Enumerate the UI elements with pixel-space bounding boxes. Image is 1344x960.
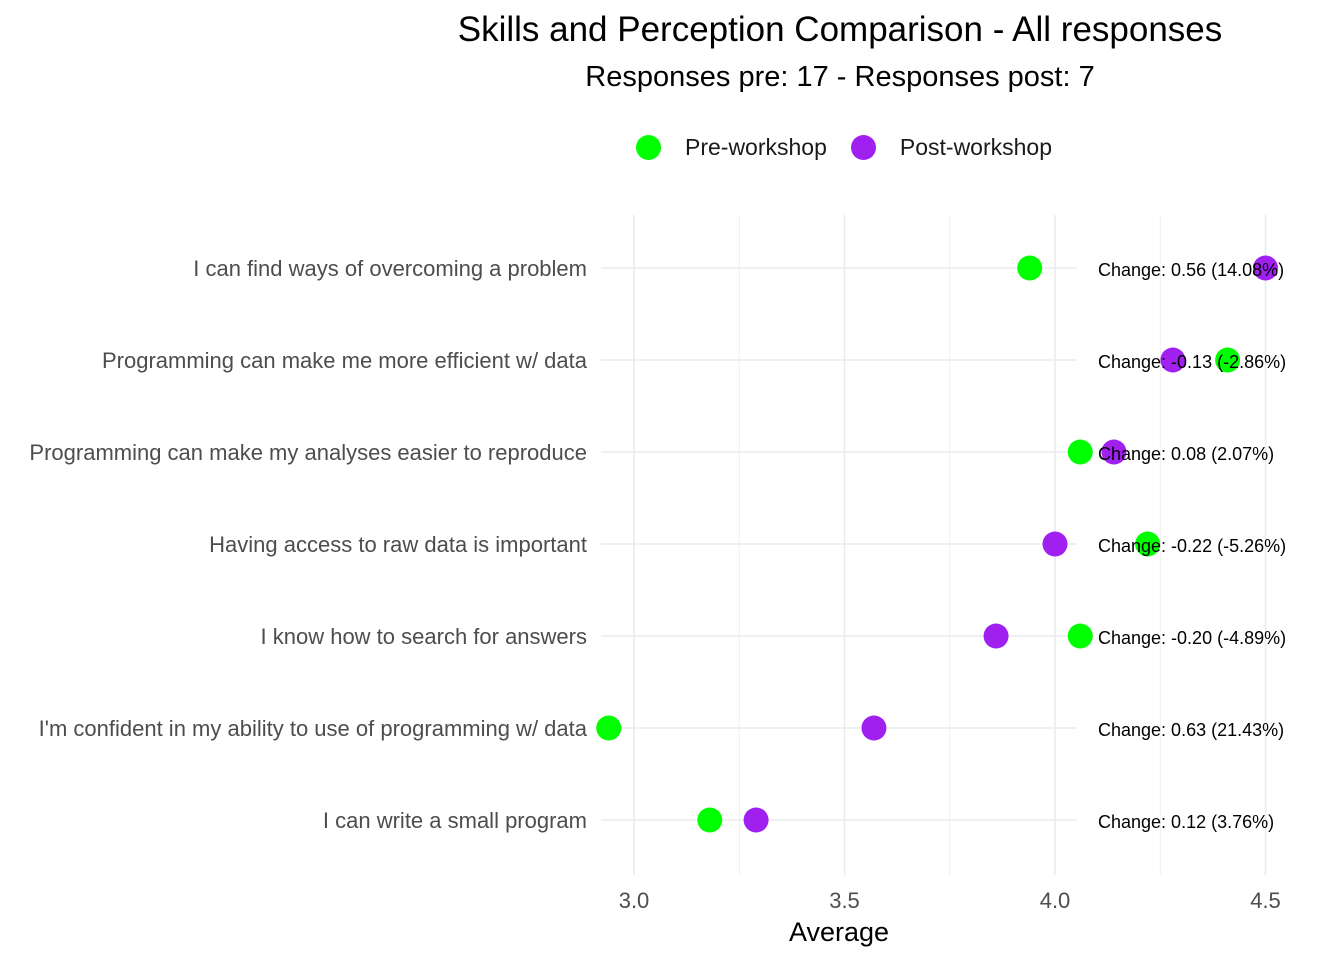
x-tick-label: 3.5 — [829, 888, 860, 913]
pre-workshop-point — [1215, 347, 1241, 373]
legend-swatch-post — [850, 134, 876, 160]
pre-workshop-point — [1067, 439, 1093, 465]
pre-workshop-point — [1017, 255, 1043, 281]
post-workshop-point — [983, 623, 1009, 649]
legend: Pre-workshop Post-workshop — [636, 132, 1076, 162]
change-annotation: Change: -0.22 (-5.26%) — [1098, 536, 1286, 556]
pre-workshop-point — [1135, 531, 1161, 557]
x-tick-label: 4.0 — [1040, 888, 1071, 913]
chart-title: Skills and Perception Comparison - All r… — [457, 10, 1223, 49]
change-annotation: Change: 0.56 (14.08%) — [1098, 260, 1284, 280]
y-category-label: I know how to search for answers — [261, 624, 587, 649]
change-annotation: Change: -0.13 (-2.86%) — [1098, 352, 1286, 372]
legend-swatch-pre — [636, 134, 661, 160]
post-workshop-point — [1160, 347, 1186, 373]
change-annotation: Change: 0.12 (3.76%) — [1098, 812, 1274, 832]
change-annotation: Change: -0.20 (-4.89%) — [1098, 628, 1286, 648]
legend-label-post: Post-workshop — [899, 133, 1053, 160]
y-category-label: Programming can make me more efficient w… — [102, 348, 588, 373]
pre-workshop-point — [697, 807, 723, 833]
y-category-label: I'm confident in my ability to use of pr… — [39, 716, 588, 741]
post-workshop-point — [1101, 439, 1127, 465]
change-annotation: Change: 0.63 (21.43%) — [1098, 720, 1284, 740]
y-category-label: Having access to raw data is important — [209, 532, 587, 557]
x-axis-title: Average — [789, 917, 889, 947]
legend-item-post: Post-workshop — [850, 133, 1053, 161]
post-workshop-point — [1253, 255, 1278, 281]
post-workshop-point — [1042, 531, 1068, 557]
post-workshop-point — [743, 807, 769, 833]
y-category-label: I can write a small program — [323, 808, 587, 833]
chart-subtitle: Responses pre: 17 - Responses post: 7 — [585, 61, 1095, 93]
pre-workshop-point — [1067, 623, 1093, 649]
y-category-label: Programming can make my analyses easier … — [29, 440, 587, 465]
x-tick-label: 4.5 — [1250, 888, 1281, 913]
y-category-label: I can find ways of overcoming a problem — [193, 256, 587, 281]
change-annotation: Change: 0.08 (2.07%) — [1098, 444, 1274, 464]
legend-item-pre: Pre-workshop — [636, 134, 827, 161]
post-workshop-point — [861, 715, 887, 741]
legend-label-pre: Pre-workshop — [685, 133, 827, 160]
x-tick-label: 3.0 — [619, 888, 650, 913]
pre-workshop-point — [596, 715, 622, 741]
